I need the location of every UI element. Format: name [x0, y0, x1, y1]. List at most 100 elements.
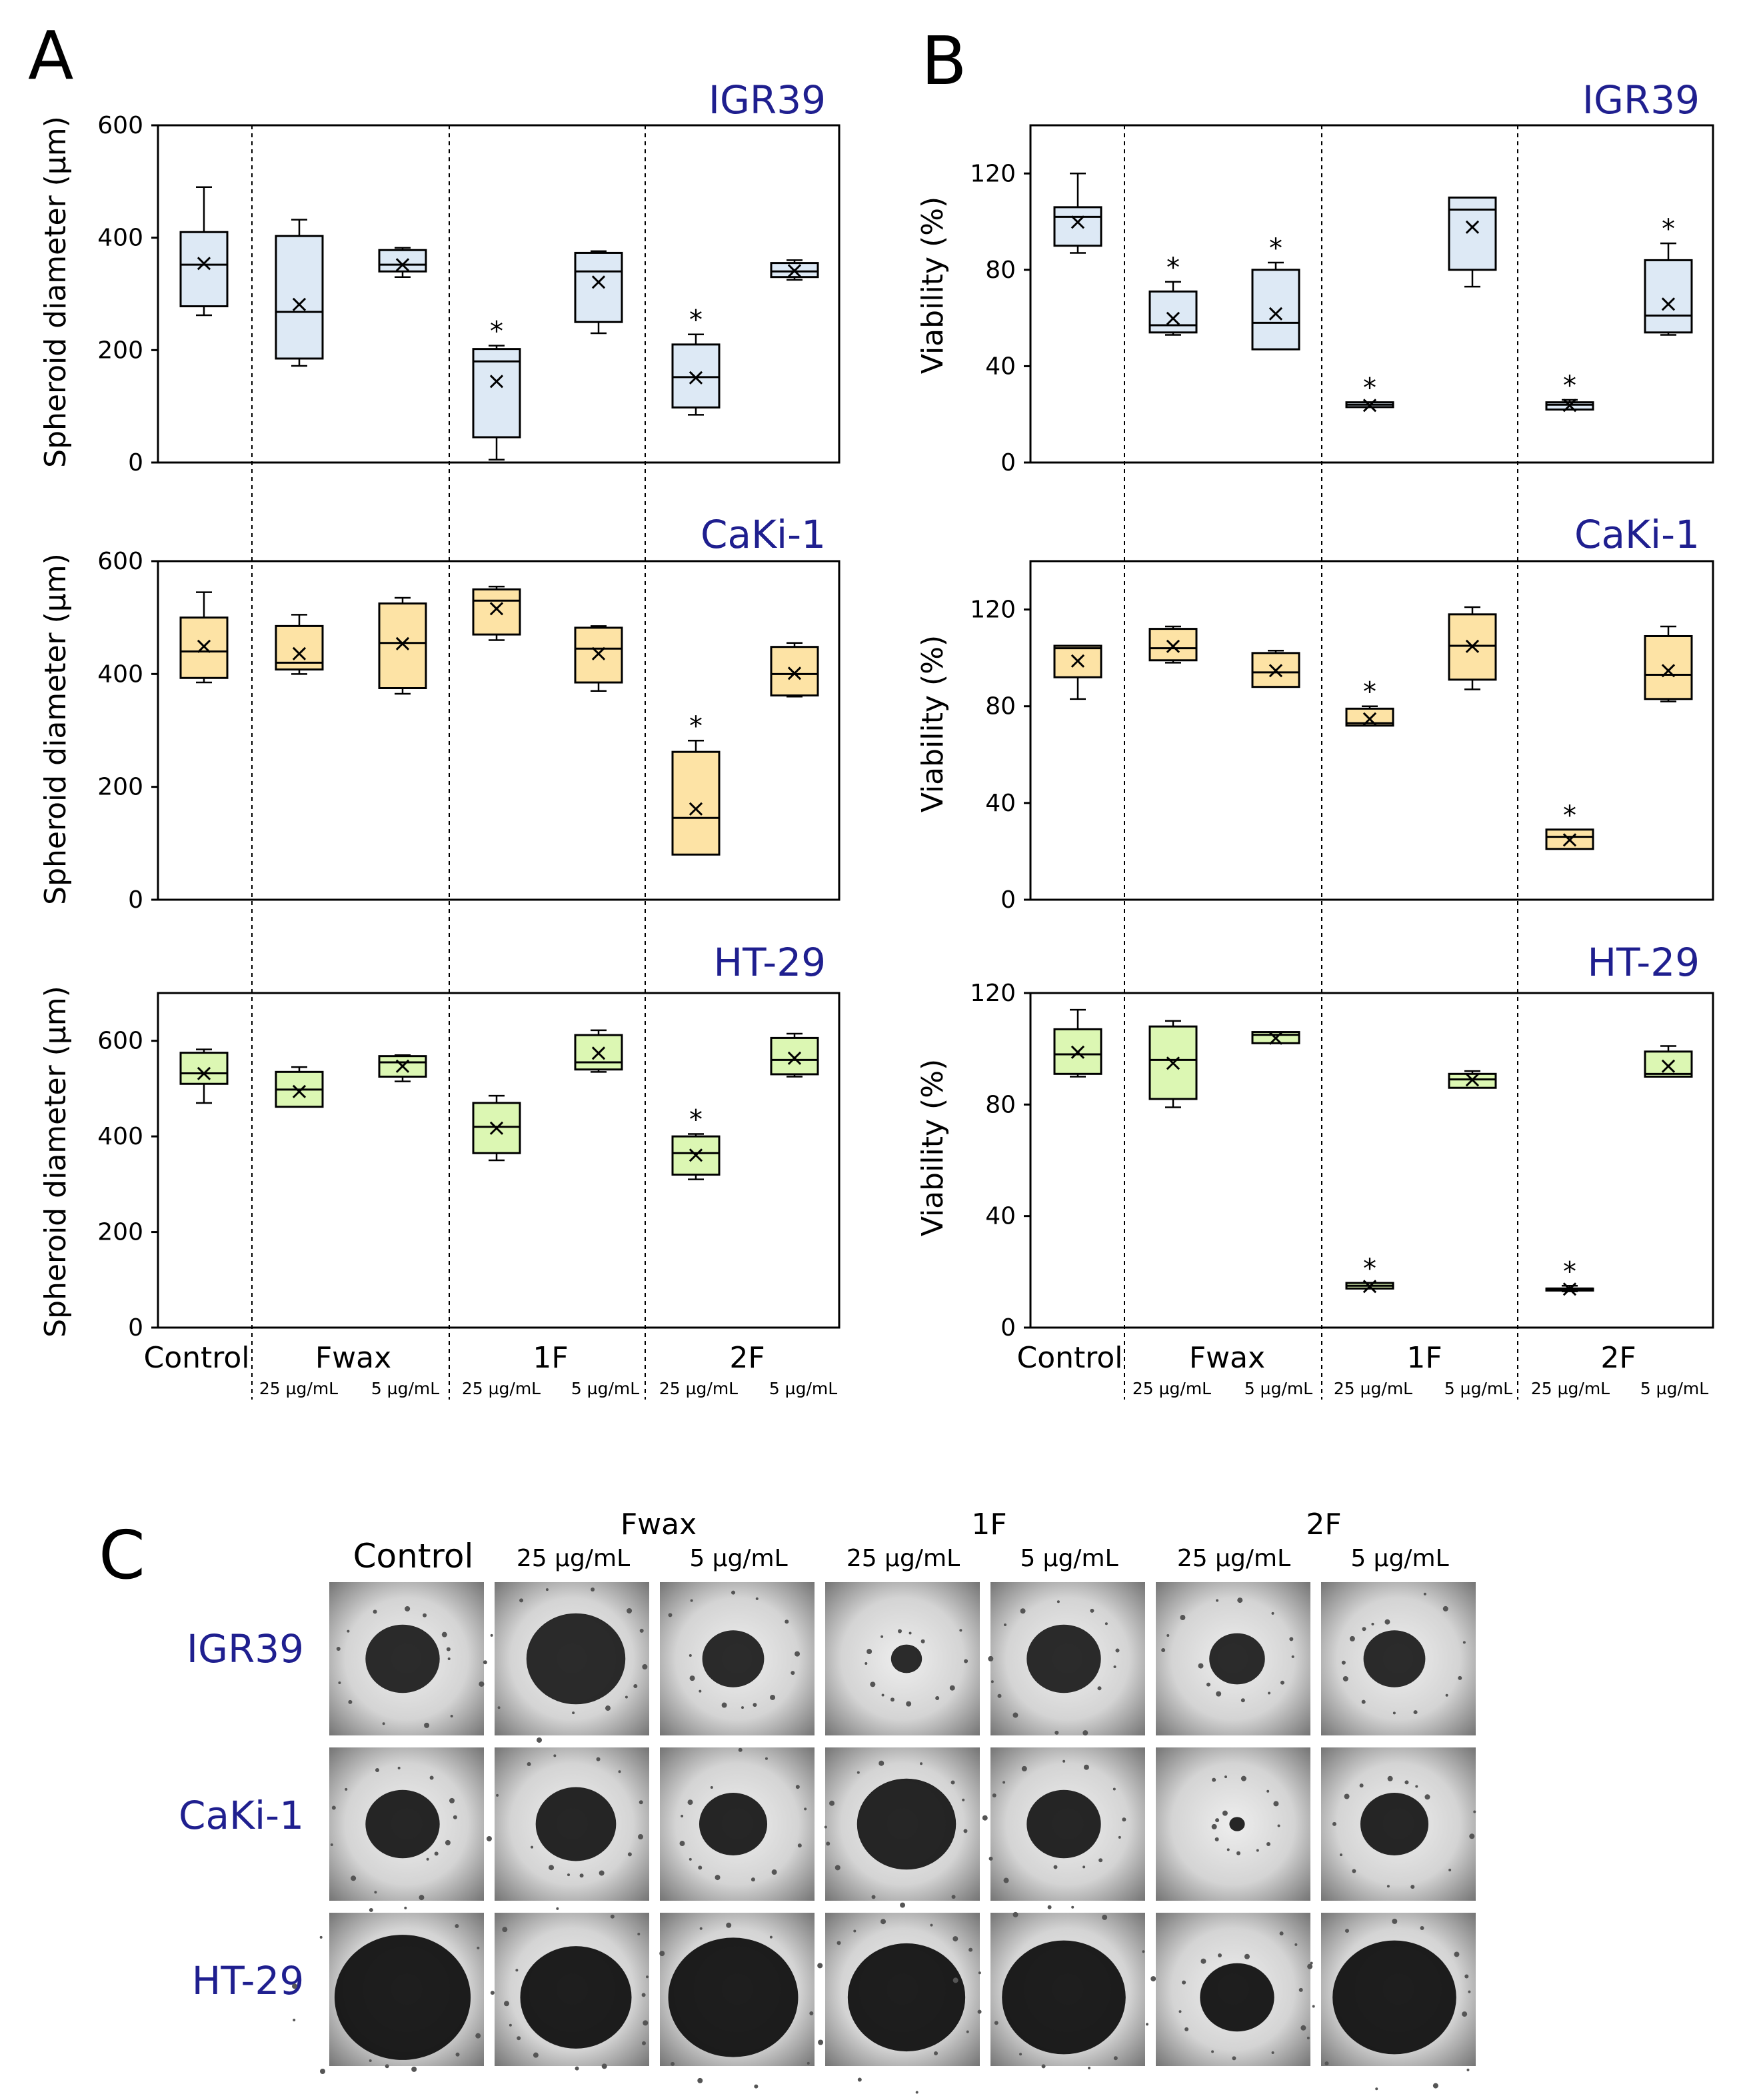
cell-debris [1266, 1841, 1271, 1846]
box-0: × [1053, 173, 1102, 254]
box-iqr [1448, 613, 1497, 681]
cell-debris [1349, 1635, 1355, 1641]
cell-debris [770, 1694, 776, 1700]
significance-star: * [1662, 214, 1675, 245]
box-4: × [1448, 1066, 1497, 1094]
cell-debris [1361, 1699, 1366, 1704]
cell-debris [1423, 1592, 1426, 1595]
c-header-1f: 1F [971, 1508, 1006, 1542]
cell-debris [795, 1651, 801, 1657]
mean-marker: × [487, 368, 507, 395]
box-iqr [574, 1034, 623, 1071]
x-conc-a-5: 25 µg/mL [659, 1379, 738, 1398]
cell-debris [639, 1800, 643, 1805]
cell-debris [949, 1685, 955, 1691]
box-iqr [179, 231, 229, 308]
box-4: × [1448, 606, 1497, 690]
mean-marker: × [1360, 705, 1380, 732]
cell-debris [449, 1797, 455, 1803]
cell-debris [881, 1693, 884, 1697]
y-tick-label: 400 [97, 1123, 143, 1150]
micrograph-tile [486, 1747, 649, 1901]
y-axis-title-b-caki1: Viability (%) [916, 635, 950, 812]
panel-c-headers: Control Fwax 1F 2F 25 µg/mL 5 µg/mL 25 µ… [353, 1508, 1449, 1575]
mean-marker: × [1068, 1038, 1088, 1066]
box-2: × [1251, 650, 1300, 688]
cell-debris [1226, 1848, 1230, 1851]
cell-debris [1442, 1605, 1448, 1611]
y-tick-label: 400 [97, 225, 143, 252]
cell-debris [1273, 1801, 1279, 1807]
y-axis-title-b-ht29: Viability (%) [916, 1059, 950, 1236]
cell-debris [645, 1975, 649, 1979]
cell-debris [1352, 1869, 1356, 1873]
cell-debris [1310, 1961, 1313, 1965]
y-tick-label: 80 [985, 1091, 1016, 1118]
box-5: ×* [671, 711, 721, 856]
cell-debris [545, 1588, 549, 1591]
micrograph-tile [988, 1582, 1145, 1736]
cell-debris [1090, 1608, 1094, 1613]
cell-debris [1271, 1611, 1274, 1615]
box-5: ×* [671, 1105, 721, 1180]
box-iqr [1644, 1050, 1693, 1078]
spheroid [1360, 1793, 1429, 1855]
cell-debris [1019, 2053, 1022, 2056]
cell-debris [741, 1706, 745, 1709]
cell-debris [920, 1639, 925, 1643]
cell-debris [950, 1780, 955, 1785]
micrograph-tile [329, 1747, 484, 1901]
cell-debris [765, 1757, 768, 1760]
box-iqr [1148, 1025, 1198, 1100]
c-conc-5: 25 µg/mL [1177, 1545, 1290, 1572]
cell-debris [641, 1993, 646, 1997]
spheroid [1363, 1630, 1426, 1687]
mean-marker: × [1462, 1066, 1482, 1094]
cell-debris [1392, 1711, 1396, 1715]
cell-debris [336, 1647, 341, 1651]
cell-debris [429, 1775, 434, 1780]
cell-debris [994, 2021, 998, 2025]
y-tick-label: 0 [1000, 449, 1016, 477]
cell-debris [1102, 1914, 1108, 1920]
cell-debris [509, 2023, 512, 2027]
cell-debris [966, 2030, 969, 2033]
y-tick-label: 600 [97, 548, 143, 575]
cell-debris [1184, 2027, 1189, 2031]
cell-debris [320, 2069, 326, 2075]
cell-debris [1180, 1615, 1186, 1621]
box-2: × [378, 247, 427, 278]
micrograph-tile [1156, 1747, 1310, 1901]
cell-debris [1464, 1974, 1469, 1979]
cell-debris [531, 1845, 534, 1849]
box-0: × [1053, 1008, 1102, 1078]
x-conc-a-1: 25 µg/mL [259, 1379, 338, 1398]
spheroid [1332, 1940, 1456, 2055]
y-tick-label: 200 [97, 1219, 143, 1246]
cell-debris [1098, 1858, 1103, 1863]
cell-debris [785, 1619, 789, 1624]
cell-debris [878, 1760, 884, 1766]
cell-debris [441, 1631, 447, 1637]
y-tick-label: 600 [97, 1028, 143, 1055]
mean-marker: × [1163, 632, 1183, 660]
cell-debris [527, 1761, 531, 1766]
box-iqr [1644, 259, 1693, 334]
cell-debris [1012, 1712, 1018, 1718]
cell-debris [455, 1924, 459, 1929]
cell-debris [1387, 1775, 1393, 1781]
x-conc-b-5: 25 µg/mL [1531, 1379, 1610, 1398]
mean-marker: × [1163, 1050, 1183, 1077]
chart-title: CaKi-1 [701, 512, 826, 557]
cell-debris [1216, 1599, 1219, 1602]
cell-debris [930, 1923, 933, 1927]
cell-debris [1216, 1691, 1222, 1697]
cell-debris [962, 1798, 965, 1801]
mean-marker: × [1560, 391, 1580, 419]
mean-marker: × [1560, 826, 1580, 853]
cell-debris [1166, 1634, 1170, 1637]
cell-debris [1003, 1623, 1006, 1626]
cell-debris [726, 1922, 732, 1928]
spheroid [520, 1946, 632, 2049]
